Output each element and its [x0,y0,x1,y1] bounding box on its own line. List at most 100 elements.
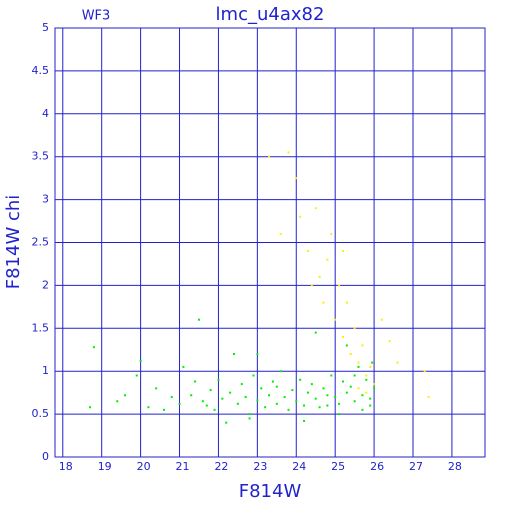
point [279,370,282,373]
point [303,419,306,422]
point [371,361,374,364]
y-tick-label: 1.5 [32,321,50,334]
point [349,385,352,388]
point [314,331,317,334]
x-tick-label: 25 [331,460,345,473]
point [373,383,376,386]
point [369,365,372,368]
point [361,344,364,347]
point [135,374,138,377]
y-axis-label: F814W chi [3,195,24,290]
point [147,406,150,409]
x-tick-label: 27 [409,460,423,473]
point [170,395,173,398]
point [201,400,204,403]
point [423,370,426,373]
point [353,374,356,377]
point [349,353,352,356]
point [124,394,127,397]
point [291,389,294,392]
point [178,402,181,405]
point [322,301,325,304]
point [162,408,165,411]
point [283,395,286,398]
point [427,395,430,398]
point [233,353,236,356]
point [275,402,278,405]
point [217,378,220,381]
point [190,394,193,397]
point [271,380,274,383]
point [299,215,302,218]
point [326,394,329,397]
point [341,380,344,383]
x-tick-label: 23 [253,460,267,473]
point [380,318,383,321]
point [334,395,337,398]
point [252,374,255,377]
point [209,389,212,392]
point [260,387,263,390]
point [89,406,92,409]
chart-title: lmc_u4ax82 [216,4,325,25]
point [236,402,239,405]
point [365,374,368,377]
point [318,275,321,278]
point [268,394,271,397]
y-tick-label: 4 [42,107,49,120]
x-tick-label: 18 [59,460,73,473]
x-tick-label: 20 [137,460,151,473]
point [182,365,185,368]
point [256,399,259,402]
y-tick-label: 5 [42,21,49,34]
point [373,387,376,390]
point [369,404,372,407]
point [229,391,232,394]
point [287,408,290,411]
point [256,353,259,356]
y-tick-label: 2 [42,278,49,291]
point [295,177,298,180]
point [365,391,368,394]
y-tick-label: 1 [42,364,49,377]
point [221,397,224,400]
point [139,359,142,362]
point [314,397,317,400]
point [322,387,325,390]
point [338,413,341,416]
point [326,258,329,261]
point [295,400,298,403]
point [205,404,208,407]
point [225,421,228,424]
point [338,402,341,405]
point [334,318,337,321]
point [194,380,197,383]
point [264,406,267,409]
point [116,400,119,403]
point [248,413,251,416]
y-tick-label: 2.5 [32,236,50,249]
point [279,232,282,235]
point [240,383,243,386]
x-tick-label: 22 [214,460,228,473]
point [306,391,309,394]
y-tick-label: 4.5 [32,64,50,77]
point [275,385,278,388]
x-tick-label: 24 [292,460,306,473]
point [341,335,344,338]
point [155,387,158,390]
x-tick-label: 26 [370,460,384,473]
point [396,361,399,364]
x-tick-label: 19 [98,460,112,473]
x-tick-label: 28 [448,460,462,473]
point [357,365,360,368]
point [369,397,372,400]
point [361,394,364,397]
point [345,301,348,304]
point [353,327,356,330]
point [310,383,313,386]
y-tick-label: 3 [42,193,49,206]
point [330,374,333,377]
point [357,387,360,390]
point [213,408,216,411]
